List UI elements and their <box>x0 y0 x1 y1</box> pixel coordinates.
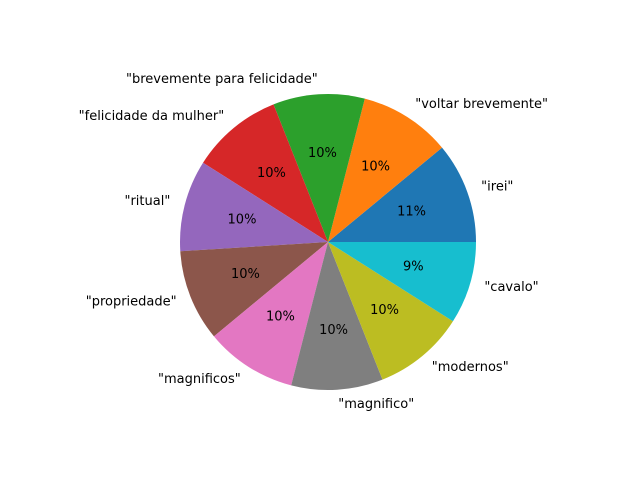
pie-percent-label-5: 10% <box>231 267 260 282</box>
pie-slice-0 <box>328 147 476 242</box>
pie-percent-label-0: 11% <box>397 204 426 219</box>
pie-slice-2 <box>273 94 365 243</box>
pie-percent-label-2: 10% <box>308 146 337 161</box>
pie-percent-labels: 11% 10% 10% 10% 10% 10% 10% 10% 10% 9% <box>228 146 426 338</box>
pie-percent-label-9: 9% <box>403 259 424 274</box>
pie-slice-3 <box>203 104 328 242</box>
pie-percent-label-3: 10% <box>257 166 286 181</box>
pie-category-label-8: "modernos" <box>432 360 509 375</box>
pie-category-label-4: "ritual" <box>124 194 170 209</box>
pie-slice-1 <box>328 98 443 242</box>
pie-category-label-3: "felicidade da mulher" <box>79 109 225 124</box>
pie-slice-5 <box>180 242 328 337</box>
pie-category-label-6: "magnificos" <box>158 372 241 387</box>
pie-category-label-1: "voltar brevemente" <box>415 97 548 112</box>
pie-percent-label-1: 10% <box>361 160 390 175</box>
pie-category-labels: "irei" "voltar brevemente" "brevemente par… <box>79 72 548 412</box>
pie-percent-label-7: 10% <box>319 323 348 338</box>
pie-slice-8 <box>328 242 453 380</box>
pie-slice-6 <box>213 242 328 386</box>
pie-percent-label-4: 10% <box>228 212 257 227</box>
pie-slice-4 <box>180 162 328 252</box>
pie-category-label-9: "cavalo" <box>484 280 538 295</box>
pie-slices <box>180 94 476 390</box>
pie-slice-7 <box>291 242 383 390</box>
pie-category-label-0: "irei" <box>481 179 513 194</box>
pie-slice-9 <box>328 242 476 322</box>
pie-percent-label-6: 10% <box>266 309 295 324</box>
pie-category-label-2: "brevemente para felicidade" <box>126 72 318 87</box>
pie-category-label-7: "magnifico" <box>338 397 414 412</box>
pie-percent-label-8: 10% <box>370 303 399 318</box>
pie-category-label-5: "propriedade" <box>86 294 177 309</box>
